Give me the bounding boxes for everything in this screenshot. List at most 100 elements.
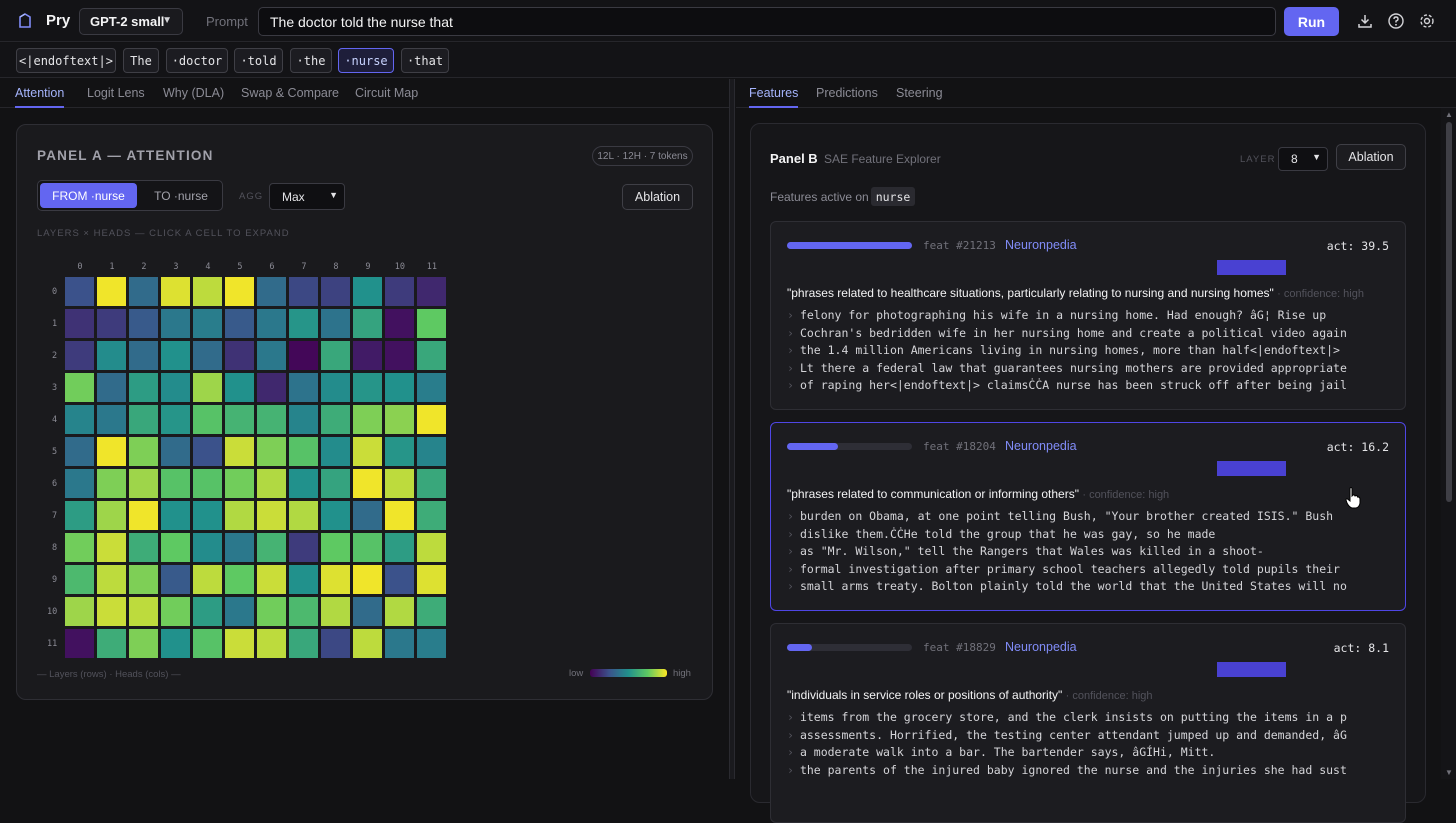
from-token-button[interactable]: FROM ·nurse	[40, 183, 137, 208]
heatmap-cell[interactable]	[96, 404, 127, 435]
heatmap-cell[interactable]	[384, 500, 415, 531]
heatmap-cell[interactable]	[384, 404, 415, 435]
heatmap-cell[interactable]	[64, 564, 95, 595]
heatmap-cell[interactable]	[224, 596, 255, 627]
heatmap-cell[interactable]	[416, 564, 447, 595]
heatmap-cell[interactable]	[320, 308, 351, 339]
heatmap-cell[interactable]	[288, 628, 319, 659]
heatmap-cell[interactable]	[224, 372, 255, 403]
heatmap-cell[interactable]	[64, 404, 95, 435]
scroll-up-icon[interactable]: ▲	[1445, 110, 1453, 119]
tab-swap-compare[interactable]: Swap & Compare	[241, 86, 339, 100]
scrollbar[interactable]: ▲ ▼	[1441, 108, 1456, 779]
heatmap-cell[interactable]	[128, 532, 159, 563]
heatmap-cell[interactable]	[288, 596, 319, 627]
heatmap-cell[interactable]	[96, 628, 127, 659]
heatmap-cell[interactable]	[64, 532, 95, 563]
heatmap-cell[interactable]	[256, 340, 287, 371]
heatmap-cell[interactable]	[160, 436, 191, 467]
heatmap-cell[interactable]	[64, 468, 95, 499]
heatmap-cell[interactable]	[128, 436, 159, 467]
heatmap-cell[interactable]	[256, 532, 287, 563]
heatmap-cell[interactable]	[96, 308, 127, 339]
heatmap-cell[interactable]	[320, 468, 351, 499]
heatmap-cell[interactable]	[128, 308, 159, 339]
heatmap-cell[interactable]	[160, 628, 191, 659]
token-chip[interactable]: ·the	[290, 48, 332, 73]
neuronpedia-link[interactable]: Neuronpedia	[1005, 439, 1077, 453]
heatmap-cell[interactable]	[192, 340, 223, 371]
heatmap-cell[interactable]	[128, 500, 159, 531]
heatmap-cell[interactable]	[224, 628, 255, 659]
heatmap-cell[interactable]	[160, 308, 191, 339]
download-icon[interactable]	[1356, 12, 1374, 30]
heatmap-cell[interactable]	[64, 596, 95, 627]
heatmap-cell[interactable]	[352, 436, 383, 467]
to-token-button[interactable]: TO ·nurse	[154, 188, 208, 203]
heatmap-cell[interactable]	[192, 468, 223, 499]
heatmap-cell[interactable]	[224, 404, 255, 435]
prompt-input[interactable]	[258, 7, 1276, 36]
heatmap-cell[interactable]	[416, 372, 447, 403]
heatmap-cell[interactable]	[384, 372, 415, 403]
scrollbar-thumb[interactable]	[1446, 122, 1452, 502]
heatmap-cell[interactable]	[384, 308, 415, 339]
heatmap-cell[interactable]	[160, 468, 191, 499]
scroll-down-icon[interactable]: ▼	[1445, 768, 1453, 777]
model-select[interactable]: GPT-2 small ▼	[79, 8, 183, 35]
heatmap-cell[interactable]	[352, 596, 383, 627]
heatmap-cell[interactable]	[384, 468, 415, 499]
heatmap-cell[interactable]	[224, 564, 255, 595]
tab-features[interactable]: Features	[749, 86, 799, 108]
heatmap-cell[interactable]	[192, 500, 223, 531]
heatmap-cell[interactable]	[224, 308, 255, 339]
heatmap-cell[interactable]	[128, 372, 159, 403]
heatmap-cell[interactable]	[416, 500, 447, 531]
token-chip-selected[interactable]: ·nurse	[338, 48, 394, 73]
heatmap-cell[interactable]	[160, 500, 191, 531]
help-icon[interactable]	[1387, 12, 1405, 30]
heatmap-cell[interactable]	[320, 564, 351, 595]
heatmap-cell[interactable]	[192, 276, 223, 307]
heatmap-cell[interactable]	[96, 276, 127, 307]
heatmap-cell[interactable]	[128, 340, 159, 371]
heatmap-cell[interactable]	[416, 628, 447, 659]
heatmap-cell[interactable]	[320, 404, 351, 435]
heatmap-cell[interactable]	[320, 596, 351, 627]
tab-predictions[interactable]: Predictions	[816, 86, 878, 100]
heatmap-cell[interactable]	[192, 436, 223, 467]
heatmap-cell[interactable]	[384, 532, 415, 563]
heatmap-cell[interactable]	[256, 564, 287, 595]
heatmap-cell[interactable]	[288, 436, 319, 467]
token-chip[interactable]: ·that	[401, 48, 449, 73]
heatmap-cell[interactable]	[288, 372, 319, 403]
heatmap-cell[interactable]	[256, 628, 287, 659]
heatmap-cell[interactable]	[320, 340, 351, 371]
heatmap-cell[interactable]	[288, 276, 319, 307]
heatmap-cell[interactable]	[416, 308, 447, 339]
heatmap-cell[interactable]	[256, 276, 287, 307]
heatmap-cell[interactable]	[256, 404, 287, 435]
heatmap-cell[interactable]	[352, 276, 383, 307]
ablation-button[interactable]: Ablation	[622, 184, 693, 210]
heatmap-cell[interactable]	[192, 532, 223, 563]
heatmap-cell[interactable]	[256, 372, 287, 403]
heatmap-cell[interactable]	[288, 468, 319, 499]
heatmap-cell[interactable]	[128, 596, 159, 627]
heatmap-cell[interactable]	[128, 628, 159, 659]
heatmap-cell[interactable]	[352, 564, 383, 595]
heatmap-cell[interactable]	[320, 532, 351, 563]
neuronpedia-link[interactable]: Neuronpedia	[1005, 640, 1077, 654]
heatmap-cell[interactable]	[288, 500, 319, 531]
heatmap-cell[interactable]	[416, 340, 447, 371]
heatmap-cell[interactable]	[352, 372, 383, 403]
heatmap-cell[interactable]	[96, 500, 127, 531]
heatmap-cell[interactable]	[128, 276, 159, 307]
heatmap-cell[interactable]	[192, 564, 223, 595]
heatmap-cell[interactable]	[224, 436, 255, 467]
heatmap-cell[interactable]	[224, 340, 255, 371]
heatmap-cell[interactable]	[256, 596, 287, 627]
heatmap-cell[interactable]	[384, 340, 415, 371]
heatmap-cell[interactable]	[192, 628, 223, 659]
feature-card[interactable]: feat #18829 Neuronpedia act: 8.1 "individua…	[770, 623, 1406, 823]
